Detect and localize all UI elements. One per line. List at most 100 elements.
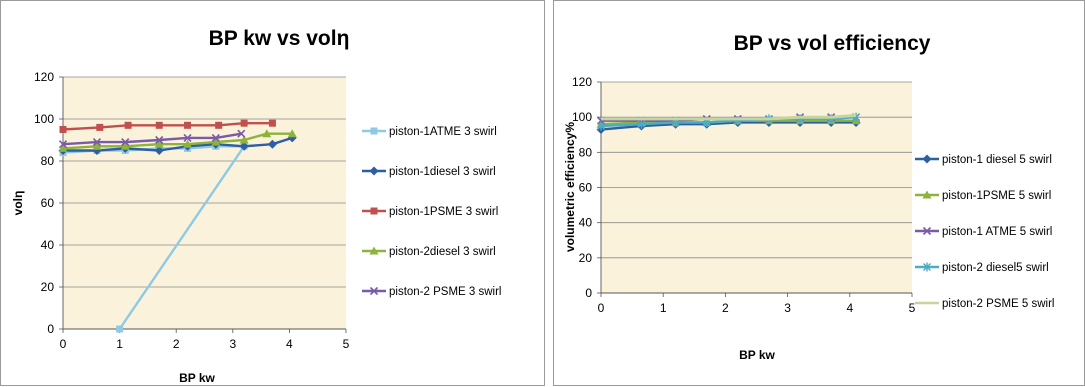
data-point-shape (287, 129, 297, 138)
legend-marker-shape (369, 246, 379, 255)
y-tick-label: 100 (34, 112, 54, 126)
y-tick-label: 60 (41, 196, 55, 210)
legend-label: piston-1ATME 3 swirl (389, 126, 497, 138)
data-point (239, 141, 249, 151)
legend-label: piston-2 diesel5 swirl (942, 262, 1049, 274)
legend-marker (370, 207, 378, 215)
data-point-shape (92, 138, 102, 147)
legend-marker-shape (923, 262, 931, 272)
x-axis-title: BP kw (739, 348, 775, 362)
y-tick-label: 0 (585, 286, 592, 300)
legend-marker-shape (369, 166, 379, 176)
y-tick-label: 0 (47, 322, 54, 336)
data-point-shape (211, 133, 220, 142)
data-point-shape (183, 139, 193, 148)
data-point (155, 135, 164, 145)
data-point-shape (155, 121, 163, 129)
chart-panel-bp-vs-vol-efficiency: 0 20 40 60 80 100 120 0 1 2 3 4 5 BP vs vol efficienc… (553, 0, 1085, 386)
data-point-shape (59, 126, 67, 133)
x-tick-label: 3 (784, 301, 791, 315)
chart-title: BP vs vol efficiency (734, 32, 931, 55)
legend-marker (369, 166, 379, 176)
y-tick-label: 80 (579, 145, 593, 159)
legend-marker-shape (922, 154, 932, 164)
data-point-shape (92, 141, 102, 150)
data-point (155, 121, 163, 129)
series-line (62, 121, 273, 131)
data-point (121, 138, 130, 147)
data-point (211, 137, 221, 146)
legend-marker-shape (922, 226, 932, 236)
x-tick-label: 2 (173, 337, 180, 351)
chart-svg-bp-vs-voleta: 0 20 40 60 80 100 120 0 1 2 3 4 5 BP kw vs volη BP kw v… (11, 27, 501, 385)
x-tick-label: 4 (846, 301, 853, 315)
data-point-shape (120, 141, 130, 150)
data-point-shape (154, 139, 164, 148)
legend-label: piston-2diesel 3 swirl (389, 246, 496, 258)
data-point (120, 141, 130, 150)
y-tick-label: 120 (572, 75, 592, 89)
legend-label: piston-1 diesel 5 swirl (942, 154, 1052, 166)
data-point (211, 133, 220, 142)
data-point (59, 126, 67, 133)
y-tick-label: 80 (41, 154, 55, 168)
chart-title: BP kw vs volη (209, 27, 350, 50)
data-point (267, 139, 277, 149)
data-point-shape (116, 325, 124, 333)
data-point-shape (58, 140, 68, 149)
x-tick-label: 3 (229, 337, 236, 351)
data-point-shape (155, 135, 164, 145)
chart-panel-bp-vs-voleta: 0 20 40 60 80 100 120 0 1 2 3 4 5 BP kw vs volη BP kw v… (0, 0, 545, 386)
data-point-shape (597, 121, 605, 131)
legend-label: piston-1PSME 5 swirl (942, 190, 1051, 202)
x-tick-label: 2 (722, 301, 729, 315)
legend-label: piston-2 PSME 3 swirl (389, 286, 501, 298)
x-tick-label: 1 (660, 301, 667, 315)
legend-marker-shape (369, 286, 379, 296)
legend-marker (369, 246, 379, 255)
legend-marker-shape (922, 190, 932, 199)
x-tick-label: 5 (343, 337, 350, 351)
legend-marker (923, 262, 931, 272)
y-tick-label: 40 (41, 238, 55, 252)
data-point (124, 121, 132, 129)
data-point-shape (124, 121, 132, 129)
data-point (287, 129, 297, 138)
x-tick-label: 1 (116, 337, 123, 351)
x-tick-label: 5 (909, 301, 916, 315)
data-point (154, 139, 164, 148)
data-point-shape (184, 121, 192, 129)
data-point (268, 119, 276, 127)
data-point-shape (240, 119, 248, 127)
y-axis-title: volη (11, 191, 25, 216)
data-point-shape (96, 123, 104, 131)
data-point-shape (239, 135, 249, 144)
data-point (92, 141, 102, 150)
x-tick-label: 0 (60, 337, 67, 351)
series-line (601, 113, 857, 121)
legend-marker (370, 127, 378, 135)
legend-marker (922, 226, 932, 236)
data-point-shape (121, 138, 130, 147)
data-point (262, 129, 272, 138)
x-axis-title: BP kw (179, 371, 215, 385)
y-tick-label: 100 (572, 110, 592, 124)
data-point-shape (637, 119, 646, 129)
legend-label: piston-1 ATME 5 swirl (942, 226, 1052, 238)
x-tick-label: 0 (598, 301, 605, 315)
legend-label: piston-1diesel 3 swirl (389, 166, 496, 178)
data-point-shape (211, 137, 221, 146)
y-tick-label: 20 (41, 280, 55, 294)
data-point (58, 140, 68, 149)
y-tick-label: 120 (34, 70, 54, 84)
legend-label: piston-1PSME 3 swirl (389, 206, 498, 218)
chart-svg-bp-vs-vol-efficiency: 0 20 40 60 80 100 120 0 1 2 3 4 5 BP vs vol efficienc… (563, 32, 1054, 362)
data-point-shape (239, 141, 249, 151)
data-point (240, 119, 248, 127)
data-point (183, 133, 192, 142)
data-point (597, 121, 605, 131)
legend-label: piston-2 PSME 5 swirl (942, 298, 1054, 310)
data-point-shape (58, 143, 68, 152)
y-tick-label: 20 (579, 251, 593, 265)
data-point-shape (268, 119, 276, 127)
